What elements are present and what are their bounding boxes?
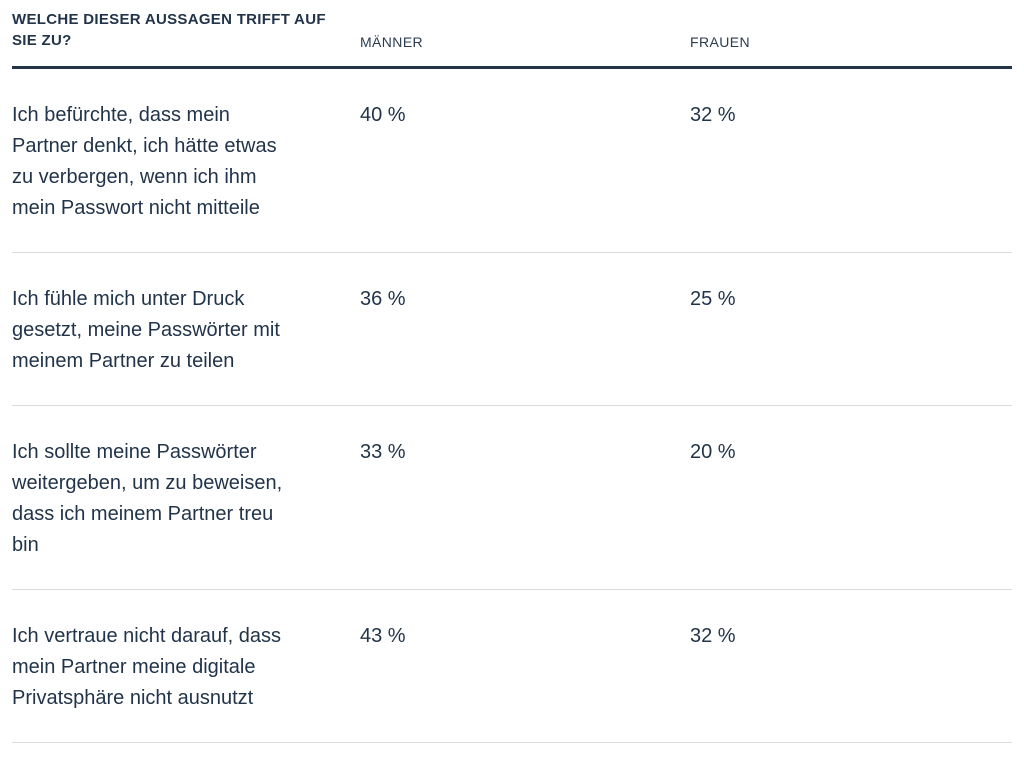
statement-text: Ich vertraue nicht darauf, dass mein Par… — [12, 625, 282, 709]
women-value: 25 % — [690, 288, 736, 310]
table-row: Ich sollte meine Passwörter weitergeben,… — [12, 406, 1012, 590]
table-row: Ich fühle mich unter Druck gesetzt, mein… — [12, 253, 1012, 406]
men-value: 33 % — [360, 441, 406, 463]
statement-text: Ich fühle mich unter Druck gesetzt, mein… — [12, 288, 280, 372]
women-value: 20 % — [690, 441, 736, 463]
men-value: 40 % — [360, 104, 406, 126]
women-value: 32 % — [690, 625, 736, 647]
table-row: Ich befürchte, dass mein Partner denkt, … — [12, 69, 1012, 253]
statement-text: Ich sollte meine Passwörter weitergeben,… — [12, 441, 283, 556]
men-value: 36 % — [360, 288, 406, 310]
women-value: 32 % — [690, 104, 736, 126]
men-value: 43 % — [360, 625, 406, 647]
table-row: Ich vertraue nicht darauf, dass mein Par… — [12, 590, 1012, 743]
survey-table: WELCHE DIESER AUSSAGEN TRIFFT AUF SIE ZU… — [12, 0, 1012, 743]
table-header-row: WELCHE DIESER AUSSAGEN TRIFFT AUF SIE ZU… — [12, 0, 1012, 69]
table-header-women: FRAUEN — [690, 34, 750, 50]
table-header-men: MÄNNER — [360, 34, 424, 50]
table-header-question: WELCHE DIESER AUSSAGEN TRIFFT AUF SIE ZU… — [12, 11, 326, 49]
statement-text: Ich befürchte, dass mein Partner denkt, … — [12, 104, 277, 219]
